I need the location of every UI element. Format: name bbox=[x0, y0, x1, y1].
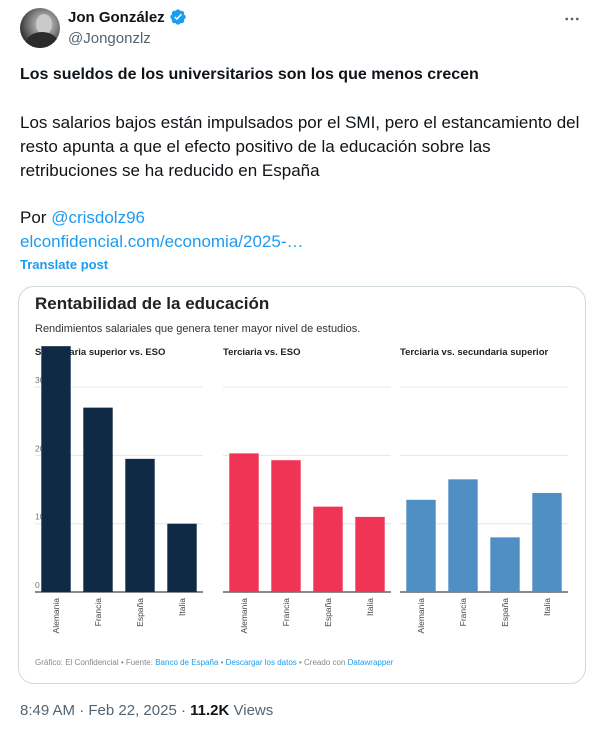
author-name[interactable]: Jon González bbox=[68, 8, 165, 26]
chart-image: Rentabilidad de la educación Rendimiento… bbox=[35, 294, 568, 667]
x-tick-label: España bbox=[135, 598, 145, 627]
mention-link[interactable]: @crisdolz96 bbox=[51, 208, 145, 227]
views-label: Views bbox=[233, 702, 274, 719]
bar-italia bbox=[167, 523, 197, 592]
y-tick-label: 30 bbox=[35, 375, 45, 385]
avatar[interactable] bbox=[20, 8, 60, 48]
article-url: elconfidencial.com/economia/2025-… bbox=[20, 230, 304, 254]
footer-download-link[interactable]: Descargar los datos bbox=[226, 658, 297, 667]
bar-francia bbox=[448, 479, 478, 592]
footer-source-link[interactable]: Banco de España bbox=[155, 658, 219, 667]
x-tick-label: Francia bbox=[281, 598, 291, 627]
chart-image-card[interactable]: Rentabilidad de la educación Rendimiento… bbox=[18, 286, 586, 684]
chart-subtitle: Rendimientos salariales que genera tener… bbox=[35, 323, 360, 335]
tweet-byline: Por @crisdolz96 bbox=[20, 206, 145, 230]
x-tick-label: Italia bbox=[542, 598, 552, 616]
tweet-body: Los salarios bajos están impulsados por … bbox=[20, 113, 580, 180]
bar-españa bbox=[490, 537, 520, 592]
x-tick-label: Francia bbox=[458, 598, 468, 627]
bar-alemania bbox=[41, 346, 71, 592]
panel-title: Terciaria vs. ESO bbox=[223, 347, 300, 358]
more-options-icon[interactable] bbox=[561, 8, 583, 30]
chart-footer: Gráfico: El Confidencial • Fuente: Banco… bbox=[35, 658, 394, 667]
byline-prefix: Por bbox=[20, 208, 52, 227]
panel-title: Secundaria superior vs. ESO bbox=[35, 347, 165, 358]
chart-title: Rentabilidad de la educación bbox=[35, 294, 269, 313]
footer-created-with: • Creado con bbox=[297, 658, 348, 667]
bar-francia bbox=[83, 407, 113, 592]
y-tick-label: 10 bbox=[35, 512, 45, 522]
tweet-meta: 8:49 AM · Feb 22, 2025 · 11.2K Views bbox=[20, 702, 273, 719]
bar-italia bbox=[355, 516, 385, 592]
y-tick-label: 20 bbox=[35, 443, 45, 453]
x-tick-label: España bbox=[323, 598, 333, 627]
x-tick-label: Francia bbox=[93, 598, 103, 627]
bar-francia bbox=[271, 460, 301, 592]
translate-post-button[interactable]: Translate post bbox=[20, 257, 109, 272]
x-tick-label: Italia bbox=[177, 598, 187, 616]
tweet-headline: Los sueldos de los universitarios son lo… bbox=[20, 66, 479, 83]
meta-separator: · bbox=[79, 702, 85, 719]
bar-italia bbox=[532, 492, 562, 592]
tweet-date[interactable]: Feb 22, 2025 bbox=[88, 702, 177, 719]
bar-españa bbox=[125, 458, 155, 592]
bar-alemania bbox=[229, 453, 259, 592]
bar-alemania bbox=[406, 499, 436, 592]
author-name-row: Jon González bbox=[68, 8, 187, 26]
x-tick-label: Alemania bbox=[416, 598, 426, 634]
footer-prefix: Gráfico: El Confidencial • Fuente: bbox=[35, 658, 155, 667]
article-link[interactable]: elconfidencial.com/economia/2025-… bbox=[20, 232, 304, 251]
author-handle[interactable]: @Jongonzlz bbox=[68, 30, 151, 47]
tweet-time[interactable]: 8:49 AM bbox=[20, 702, 76, 719]
verified-badge-icon bbox=[170, 9, 186, 25]
meta-separator-2: · bbox=[180, 702, 186, 719]
x-tick-label: Italia bbox=[365, 598, 375, 616]
views-count: 11.2K bbox=[190, 702, 230, 719]
x-tick-label: Alemania bbox=[51, 598, 61, 634]
footer-tool-link[interactable]: Datawrapper bbox=[348, 658, 394, 667]
x-tick-label: Alemania bbox=[239, 598, 249, 634]
y-tick-label: 0 bbox=[35, 580, 40, 590]
panel-title: Terciaria vs. secundaria superior bbox=[400, 347, 549, 358]
footer-separator: • bbox=[218, 658, 225, 667]
x-tick-label: España bbox=[500, 598, 510, 627]
bar-españa bbox=[313, 506, 343, 592]
